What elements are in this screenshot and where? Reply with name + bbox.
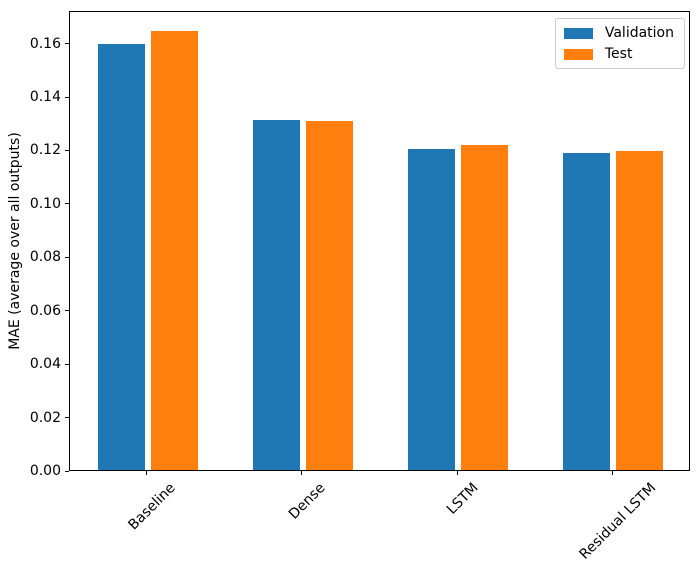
y-tick-label: 0.10 [29, 195, 61, 212]
x-tick-mark [301, 471, 303, 475]
y-tick-label: 0.04 [29, 356, 61, 373]
legend-entry-test: Test [563, 46, 674, 62]
y-tick-mark [65, 43, 69, 45]
bar-test-baseline [150, 31, 198, 470]
y-tick-label: 0.12 [29, 142, 61, 159]
y-tick-mark [65, 96, 69, 98]
legend-swatch-validation [563, 27, 593, 39]
y-tick-label: 0.02 [29, 409, 61, 426]
bar-test-dense [305, 120, 353, 470]
plot-area: Validation Test [69, 11, 690, 471]
x-tick-mark [146, 471, 148, 475]
y-tick-label: 0.08 [29, 249, 61, 266]
legend-label-test: Test [604, 46, 633, 62]
y-tick-mark [65, 310, 69, 312]
y-tick-label: 0.00 [29, 463, 61, 479]
legend: Validation Test [554, 18, 685, 69]
y-tick-label: 0.16 [29, 35, 61, 52]
y-tick-mark [65, 363, 69, 365]
y-tick-mark [65, 417, 69, 419]
x-tick-label-baseline: Baseline [125, 480, 179, 534]
x-tick-mark [456, 471, 458, 475]
y-tick-label: 0.14 [29, 89, 61, 106]
bar-test-residual-lstm [616, 150, 664, 470]
y-tick-mark [65, 203, 69, 205]
legend-entry-validation: Validation [563, 25, 674, 41]
y-tick-mark [65, 470, 69, 472]
bar-test-lstm [461, 144, 509, 470]
x-tick-label-residual-lstm: Residual LSTM [576, 480, 659, 563]
x-tick-mark [611, 471, 613, 475]
legend-swatch-test [563, 48, 593, 60]
bar-validation-residual-lstm [563, 152, 611, 470]
x-tick-label-lstm: LSTM [443, 480, 482, 518]
bar-validation-baseline [97, 43, 145, 470]
legend-label-validation: Validation [604, 25, 674, 41]
y-tick-label: 0.06 [29, 302, 61, 319]
y-tick-mark [65, 149, 69, 151]
bar-validation-dense [252, 119, 300, 470]
y-tick-mark [65, 256, 69, 258]
bar-validation-lstm [408, 148, 456, 470]
x-tick-label-dense: Dense [286, 480, 329, 523]
